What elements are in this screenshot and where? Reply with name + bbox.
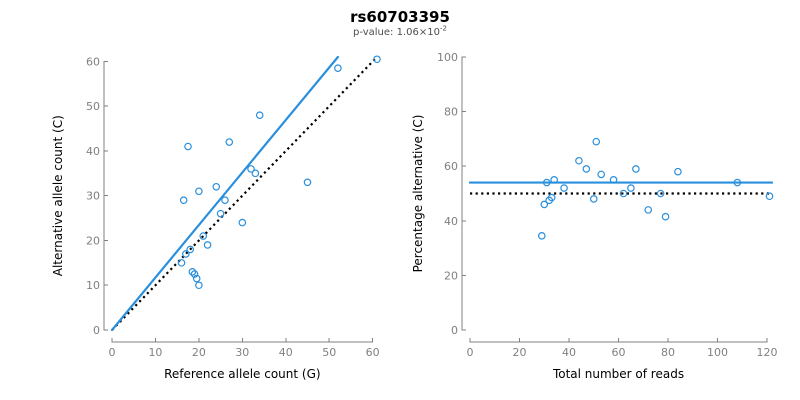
percentage-alternative-scatter-svg: 0 20 40 60 80 100 Percentage alternative (C) 0 2… [411,51,778,381]
figure-subtitle: p-value: 1.06×10-2 [0,24,800,38]
x-axis-title: Total number of reads [552,367,684,381]
data-point [656,189,665,198]
data-point [589,195,598,203]
y-tick-label: 0 [451,324,458,337]
data-point [221,196,229,205]
y-tick-label: 10 [86,279,100,292]
y-axis-line [461,56,466,331]
data-point [765,192,774,201]
data-point [199,232,208,240]
data-point [203,241,212,249]
allele-count-scatter-svg: 0 10 20 30 40 50 60 Alternative allele count (C… [51,55,381,381]
data-point [195,281,203,290]
x-tick-label: 40 [279,346,293,359]
data-point [184,142,192,151]
y-tick-label: 20 [444,269,458,282]
data-point [537,232,546,240]
y-tick-label: 80 [444,106,458,119]
data-point [182,250,190,258]
data-point [192,274,201,283]
x-tick-label: 30 [235,346,249,359]
data-point [550,176,558,184]
data-point [733,178,742,187]
data-point [216,209,225,218]
scatter-panel-percentage: 0 20 40 60 80 100 Percentage alternative (C) 0 2… [400,0,800,400]
y-tick-label: 40 [444,215,458,228]
data-point [627,184,635,192]
x-tick-label: 10 [148,346,162,359]
data-point [373,55,381,64]
y-tick-label: 50 [86,100,100,113]
data-point [619,189,628,198]
x-tick-label: 120 [757,346,778,359]
x-tick-label: 50 [322,346,336,359]
data-point [644,206,653,214]
y-tick-label: 100 [437,51,458,64]
x-tick-label: 20 [192,346,206,359]
pvalue-text: p-value: 1.06×10 [353,27,440,38]
scatter-panel-allele-counts: 0 10 20 30 40 50 60 Alternative allele count (C… [51,55,381,381]
data-point [575,156,583,165]
data-point [632,165,640,173]
data-point [225,138,234,146]
data-point [238,218,247,227]
data-point [251,169,260,178]
y-tick-label: 30 [86,190,100,203]
data-point [592,137,601,146]
x-axis-title: Reference allele count (G) [164,367,321,381]
data-point [560,184,568,192]
data-point [303,178,312,187]
x-tick-label: 100 [707,346,728,359]
pvalue-exponent: -2 [439,24,447,33]
x-tick-label: 40 [562,346,576,359]
y-tick-label: 0 [93,324,100,337]
data-point [542,178,551,187]
reference-line [111,56,378,331]
data-point [609,176,618,184]
data-point [186,245,194,254]
x-tick-label: 60 [612,346,626,359]
y-tick-label: 60 [444,160,458,173]
x-tick-label: 60 [366,346,380,359]
x-tick-label: 0 [467,346,474,359]
data-point [195,187,203,196]
data-point [582,165,591,173]
y-tick-label: 40 [86,145,100,158]
data-point [597,170,605,179]
x-tick-label: 20 [513,346,527,359]
data-point [188,268,197,276]
data-point [190,270,199,278]
x-tick-label: 80 [661,346,675,359]
y-tick-label: 60 [86,55,100,68]
figure-title: rs60703395 [350,8,450,26]
data-point [179,196,188,205]
data-point [255,111,264,119]
data-point [661,212,670,221]
y-axis-title: Percentage alternative (C) [411,115,425,273]
fit-line [110,55,340,332]
data-point [212,182,221,191]
y-tick-label: 20 [86,234,100,247]
data-point [177,259,186,267]
data-point [674,167,682,176]
y-axis-title: Alternative allele count (C) [51,115,65,276]
data-point [247,165,255,173]
data-point [334,64,342,72]
data-point [547,193,556,202]
data-point [540,200,549,209]
x-tick-label: 0 [109,346,116,359]
